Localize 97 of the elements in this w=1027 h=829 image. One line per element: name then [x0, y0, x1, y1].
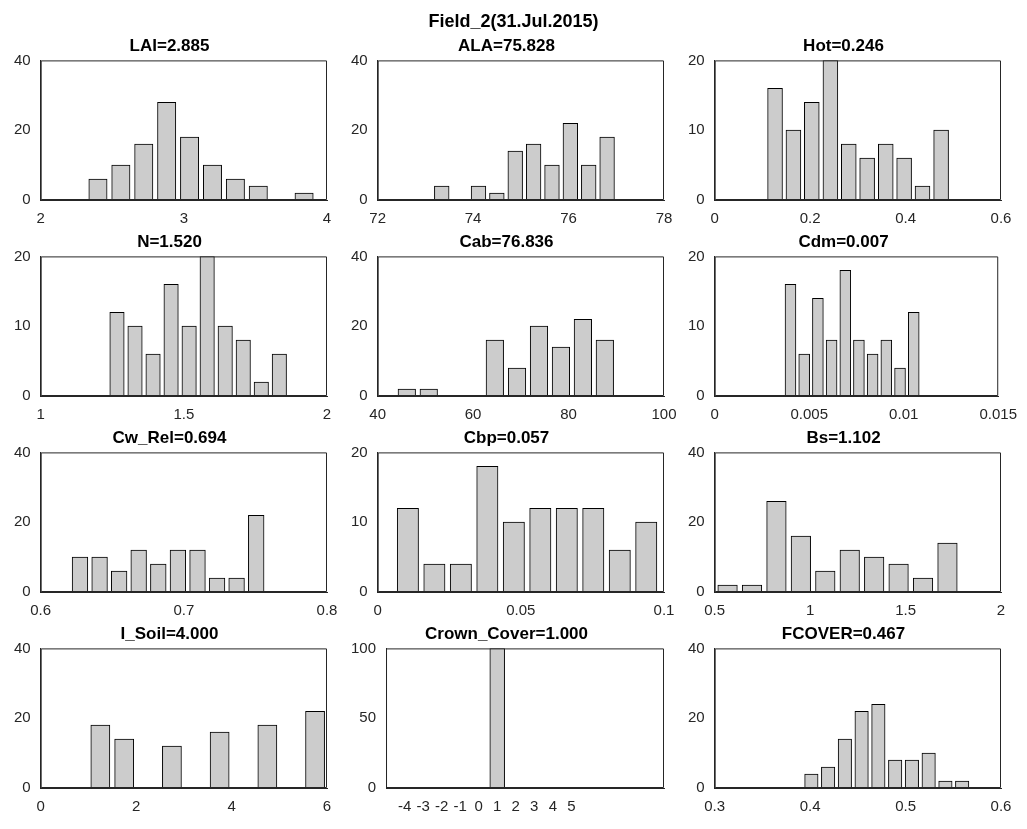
chart-title: FCOVER=0.467	[781, 623, 906, 643]
chart-title: N=1.520	[137, 231, 202, 251]
x-tick-label: 1.5	[895, 601, 916, 619]
y-tick-label: 20	[688, 246, 705, 264]
x-tick-label: 4	[322, 209, 332, 227]
x-tick-label: 4	[227, 797, 236, 815]
y-tick-label: 40	[351, 50, 368, 68]
x-tick-label: -3	[416, 797, 430, 815]
x-tick-label: 0.5	[704, 601, 726, 619]
chart-title: Cw_Rel=0.694	[112, 427, 227, 447]
x-tick-label: 0.8	[316, 601, 338, 619]
y-tick-label: 50	[359, 708, 377, 726]
x-tick-label: 76	[560, 209, 577, 227]
x-tick-label: 0.3	[704, 797, 726, 815]
x-tick-label: 0.6	[30, 601, 52, 619]
x-tick-label: 0.4	[799, 797, 821, 815]
chart-title: Cbp=0.057	[463, 427, 550, 447]
x-tick-label: 0.1	[653, 601, 675, 619]
x-tick-label: 2	[322, 405, 332, 423]
chart-title: ALA=75.828	[458, 35, 555, 55]
y-tick-label: 0	[367, 778, 377, 796]
x-tick-label: 0	[710, 405, 719, 423]
y-tick-label: 0	[696, 190, 705, 208]
y-tick-label: 40	[14, 442, 31, 460]
x-tick-label: 74	[464, 209, 482, 227]
y-tick-label: 20	[14, 512, 31, 530]
y-tick-label: 0	[359, 190, 368, 208]
x-tick-label: 0	[474, 797, 483, 815]
x-tick-label: 80	[560, 405, 577, 423]
chart-title: LAI=2.885	[129, 35, 210, 55]
chart-title: Crown_Cover=1.000	[425, 623, 588, 643]
x-tick-label: 0.05	[506, 601, 536, 619]
y-tick-label: 40	[351, 246, 368, 264]
x-tick-label: 1.5	[173, 405, 195, 423]
y-tick-label: 0	[359, 386, 368, 404]
text: Field_2(31.Jul.2015)	[427, 10, 600, 33]
y-tick-label: 40	[688, 442, 705, 460]
x-tick-label: 2	[36, 209, 45, 227]
y-tick-label: 20	[688, 708, 705, 726]
x-tick-label: -1	[453, 797, 467, 815]
y-tick-label: 0	[696, 582, 705, 600]
x-tick-label: 0.5	[895, 797, 916, 815]
x-tick-label: 3	[530, 797, 539, 815]
x-tick-label: 1	[805, 601, 815, 619]
y-tick-label: 10	[351, 512, 368, 530]
x-tick-label: 78	[655, 209, 673, 227]
y-tick-label: 20	[688, 50, 705, 68]
y-tick-label: 20	[14, 708, 31, 726]
y-tick-label: 0	[359, 582, 368, 600]
chart-title: Hot=0.246	[803, 35, 884, 55]
y-tick-label: 0	[696, 386, 705, 404]
y-tick-label: 40	[14, 638, 31, 656]
chart-title: Cab=76.836	[459, 231, 554, 251]
x-tick-label: 0.6	[990, 209, 1012, 227]
chart-title: Cdm=0.007	[798, 231, 889, 251]
x-tick-label: 4	[548, 797, 557, 815]
y-tick-label: 20	[351, 120, 368, 138]
x-tick-label: 2	[511, 797, 520, 815]
y-tick-label: 20	[14, 120, 31, 138]
x-tick-label: 1	[493, 797, 502, 815]
y-tick-label: 100	[351, 638, 377, 656]
y-tick-label: 10	[688, 316, 705, 334]
y-tick-label: 20	[351, 442, 368, 460]
x-tick-label: 60	[464, 405, 482, 423]
y-tick-label: 20	[14, 246, 31, 264]
x-tick-label: 100	[651, 405, 677, 423]
x-tick-label: 0	[710, 209, 719, 227]
x-tick-label: 72	[369, 209, 387, 227]
y-tick-label: 40	[14, 50, 31, 68]
x-tick-label: 0.01	[889, 405, 919, 423]
y-tick-label: 0	[22, 582, 31, 600]
x-tick-label: 2	[131, 797, 141, 815]
x-tick-label: 3	[179, 209, 189, 227]
x-tick-label: 1	[36, 405, 45, 423]
y-tick-label: 10	[14, 316, 31, 334]
y-tick-label: 20	[351, 316, 368, 334]
y-tick-label: 0	[696, 778, 705, 796]
x-tick-label: -4	[397, 797, 412, 815]
x-tick-label: 6	[322, 797, 332, 815]
x-tick-label: -2	[434, 797, 449, 815]
chart-title: Bs=1.102	[806, 427, 881, 447]
x-tick-label: 0.015	[979, 405, 1018, 423]
y-tick-label: 0	[22, 778, 31, 796]
y-tick-label: 10	[688, 120, 705, 138]
x-tick-label: 0.005	[790, 405, 828, 423]
x-tick-label: 0	[36, 797, 45, 815]
x-tick-label: 0.6	[990, 797, 1012, 815]
y-tick-label: 0	[22, 190, 31, 208]
x-tick-label: 0.4	[895, 209, 916, 227]
y-tick-label: 40	[688, 638, 705, 656]
x-tick-label: 0.2	[799, 209, 821, 227]
x-tick-label: 0.7	[173, 601, 195, 619]
y-tick-label: 20	[688, 512, 705, 530]
x-tick-label: 2	[996, 601, 1006, 619]
chart-title: I_Soil=4.000	[120, 623, 219, 643]
x-tick-label: 5	[567, 797, 576, 815]
y-tick-label: 0	[22, 386, 31, 404]
